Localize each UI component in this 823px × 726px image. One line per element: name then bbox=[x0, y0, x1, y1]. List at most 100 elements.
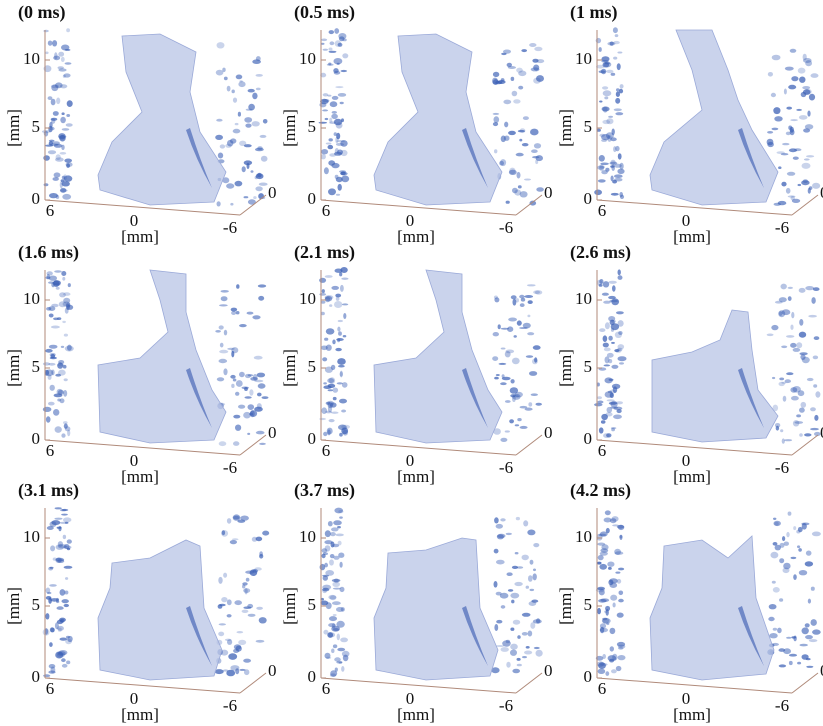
spray-droplet bbox=[791, 395, 799, 401]
spray-droplet bbox=[788, 148, 798, 153]
spray-droplet bbox=[339, 101, 344, 105]
spray-droplet bbox=[223, 368, 228, 376]
spray-droplet bbox=[220, 290, 229, 293]
spray-droplet bbox=[56, 317, 62, 320]
spray-droplet bbox=[527, 529, 536, 536]
spray-droplet bbox=[510, 643, 518, 650]
horizontal-tick-label: 0 bbox=[130, 211, 139, 230]
spray-droplet bbox=[803, 58, 812, 63]
spray-droplet bbox=[256, 403, 262, 410]
spray-droplet bbox=[222, 669, 229, 672]
spray-droplet bbox=[532, 345, 541, 350]
horizontal-axis-label: [mm] bbox=[397, 705, 435, 724]
depth-axis bbox=[515, 672, 543, 694]
spray-droplet bbox=[50, 117, 58, 121]
spray-droplet bbox=[227, 639, 233, 645]
spray-droplet bbox=[226, 183, 235, 189]
spray-droplet bbox=[504, 400, 511, 403]
spray-droplet bbox=[496, 619, 503, 624]
spray-droplet bbox=[321, 38, 328, 42]
spray-droplet bbox=[798, 331, 807, 338]
spray-droplet bbox=[529, 43, 537, 47]
spray-droplet bbox=[339, 370, 343, 378]
spray-droplet bbox=[43, 183, 49, 187]
spray-droplet bbox=[778, 664, 787, 668]
spray-droplet bbox=[327, 378, 335, 384]
spray-droplet bbox=[66, 28, 70, 33]
vertical-tick-label: 10 bbox=[299, 527, 316, 546]
spray-droplet bbox=[331, 113, 338, 119]
horizontal-tick-label: 0 bbox=[406, 689, 415, 708]
horizontal-tick-label: 0 bbox=[682, 451, 691, 470]
spray-droplet bbox=[226, 85, 231, 92]
spray-droplet bbox=[533, 64, 540, 71]
spray-droplet bbox=[259, 442, 266, 445]
spray-droplet bbox=[777, 627, 782, 634]
vertical-axis-label: [mm] bbox=[4, 109, 23, 147]
spray-droplet bbox=[54, 517, 63, 520]
vertical-tick-label: 10 bbox=[575, 49, 592, 68]
spray-droplet bbox=[524, 178, 531, 181]
spray-droplet bbox=[58, 51, 65, 57]
spray-droplet bbox=[495, 645, 505, 647]
spray-droplet bbox=[339, 398, 347, 404]
spray-droplet bbox=[65, 635, 70, 639]
spray-droplet bbox=[609, 299, 619, 303]
spray-droplet bbox=[331, 162, 340, 169]
spray-droplet bbox=[64, 158, 72, 163]
spray-droplet bbox=[340, 284, 344, 292]
spray-droplet bbox=[612, 27, 618, 34]
spray-droplet bbox=[510, 295, 517, 300]
spray-droplet bbox=[51, 369, 55, 376]
spray-droplet bbox=[775, 425, 780, 431]
spray-droplet bbox=[218, 623, 226, 626]
spray-droplet bbox=[606, 406, 613, 413]
spray-droplet bbox=[517, 635, 521, 639]
spray-droplet bbox=[499, 592, 509, 599]
depth-tick-label: 0 bbox=[820, 183, 823, 202]
spray-droplet bbox=[601, 170, 608, 175]
spray-droplet bbox=[609, 319, 615, 326]
spray-droplet bbox=[229, 540, 237, 545]
spray-droplet bbox=[500, 135, 506, 143]
spray-droplet bbox=[618, 331, 623, 335]
spray-droplet bbox=[340, 607, 345, 612]
horizontal-axis bbox=[320, 199, 517, 216]
spray-droplet bbox=[258, 617, 267, 624]
spray-droplet bbox=[49, 627, 55, 633]
spray-droplet bbox=[514, 552, 519, 555]
spray-droplet bbox=[255, 173, 264, 180]
spray-droplet bbox=[518, 70, 527, 77]
liquid-sheet bbox=[97, 269, 227, 444]
spray-droplet bbox=[342, 38, 347, 42]
spray-droplet bbox=[239, 80, 243, 83]
spray-droplet bbox=[342, 335, 347, 338]
spray-droplet bbox=[335, 193, 341, 196]
spray-droplet bbox=[57, 66, 64, 70]
spray-droplet bbox=[333, 118, 343, 126]
spray-droplet bbox=[608, 401, 617, 405]
spray-droplet bbox=[512, 619, 521, 625]
spray-droplet bbox=[61, 112, 65, 115]
spray-droplet bbox=[338, 36, 345, 42]
vertical-tick-label: 10 bbox=[299, 49, 316, 68]
spray-droplet bbox=[798, 287, 806, 293]
spray-droplet bbox=[329, 554, 335, 559]
spray-droplet bbox=[796, 414, 801, 418]
spray-droplet bbox=[225, 143, 232, 148]
spray-droplet bbox=[322, 574, 330, 577]
liquid-sheet bbox=[649, 29, 779, 206]
spray-droplet bbox=[771, 54, 781, 61]
spray-droplet bbox=[793, 526, 797, 531]
spray-droplet bbox=[782, 142, 790, 146]
spray-droplet bbox=[530, 128, 539, 136]
spray-droplet bbox=[774, 521, 779, 526]
spray-droplet bbox=[601, 56, 610, 62]
spray-droplet bbox=[514, 189, 522, 196]
spray-droplet bbox=[602, 617, 610, 624]
spray-droplet bbox=[47, 591, 52, 595]
spray-droplet bbox=[226, 669, 236, 677]
spray-droplet bbox=[255, 56, 261, 62]
